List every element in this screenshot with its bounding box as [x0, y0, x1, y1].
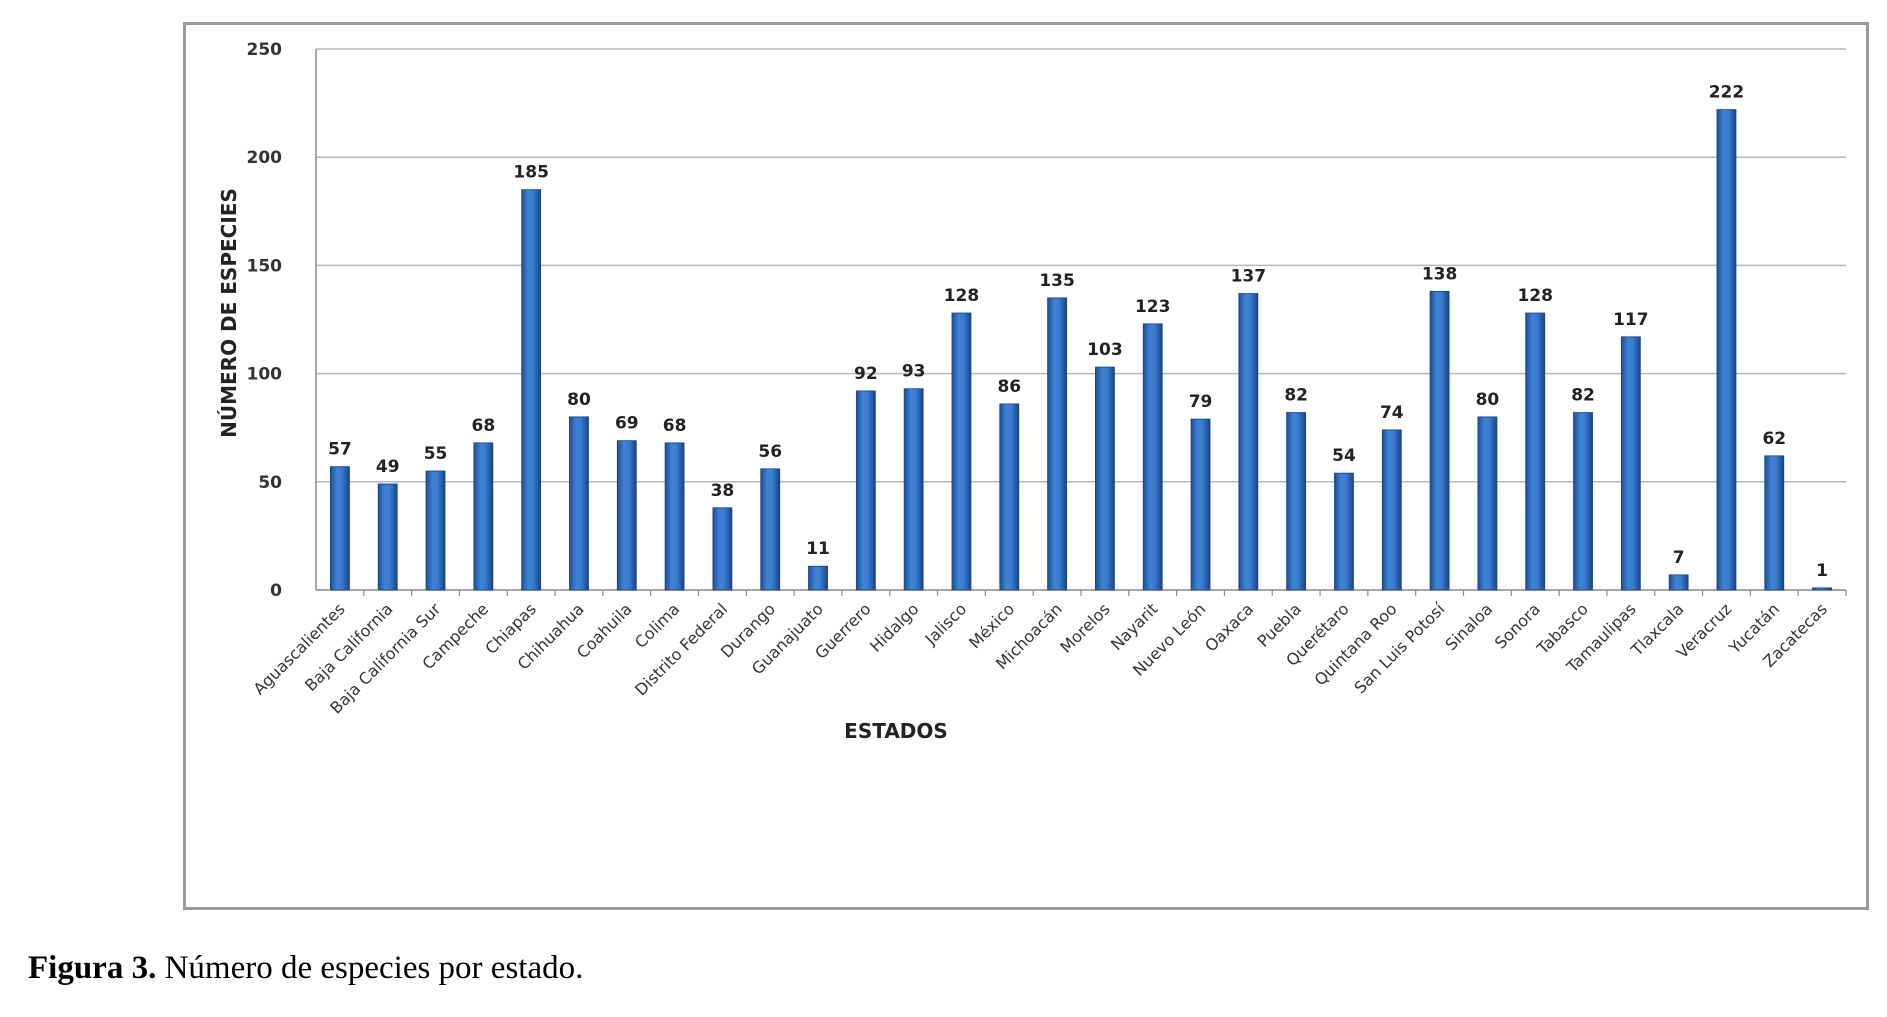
- caption-text: Número de especies por estado.: [156, 950, 584, 986]
- bar: [377, 483, 398, 591]
- bar: [1334, 472, 1354, 591]
- bar: [1716, 109, 1737, 591]
- bar: [903, 388, 924, 591]
- bar: [712, 507, 733, 591]
- bar: [1477, 416, 1498, 591]
- y-tick-label: 0: [270, 581, 282, 601]
- bar: [425, 470, 446, 591]
- data-label: 62: [1762, 429, 1786, 449]
- y-tick-label: 100: [247, 365, 283, 385]
- bar: [951, 312, 972, 591]
- x-tick-label: Oaxaca: [1201, 599, 1257, 655]
- bar: [1668, 574, 1689, 591]
- bar: [1047, 297, 1067, 591]
- bar: [1095, 366, 1115, 591]
- data-label: 57: [328, 440, 352, 460]
- bar: [808, 565, 828, 591]
- bar: [1381, 429, 1402, 591]
- data-label: 185: [513, 163, 549, 183]
- bar: [1286, 412, 1307, 591]
- chart-frame: 0 50 100 150 200 250 57 Aguascalientes 49 Baja Ca…: [183, 22, 1869, 910]
- data-label: 128: [944, 286, 980, 306]
- data-label: 222: [1709, 83, 1745, 103]
- data-label: 117: [1613, 310, 1649, 330]
- x-tick-label: Quintana Roo: [1311, 599, 1401, 689]
- bar: [664, 442, 685, 591]
- y-tick-label: 200: [247, 148, 283, 168]
- y-tick-label: 250: [247, 40, 283, 60]
- data-label: 138: [1422, 264, 1458, 284]
- bar: [1812, 587, 1832, 591]
- bar: [999, 403, 1020, 591]
- data-label: 55: [424, 444, 448, 464]
- bar: [1764, 455, 1785, 591]
- data-label: 128: [1517, 286, 1553, 306]
- data-label: 137: [1231, 267, 1267, 287]
- data-label: 74: [1380, 403, 1404, 423]
- data-label: 68: [663, 416, 687, 436]
- bar: [1620, 336, 1641, 591]
- x-tick-label: Morelos: [1056, 599, 1113, 656]
- y-tick-label: 150: [247, 256, 283, 276]
- data-label: 49: [376, 457, 400, 477]
- bar: [1573, 412, 1593, 591]
- bar: [521, 189, 542, 591]
- y-tick-label: 50: [258, 473, 282, 493]
- data-label: 86: [997, 377, 1021, 397]
- data-label: 82: [1571, 386, 1595, 406]
- data-label: 92: [854, 364, 878, 384]
- data-label: 69: [615, 414, 639, 434]
- data-label: 7: [1673, 548, 1685, 568]
- data-label: 82: [1284, 386, 1308, 406]
- data-label: 1: [1816, 561, 1828, 581]
- x-tick-label: Jalisco: [921, 599, 971, 649]
- bar: [1142, 323, 1163, 591]
- bar: [855, 390, 876, 591]
- x-tick-label: Sinaloa: [1441, 599, 1496, 654]
- bar: [616, 440, 637, 591]
- data-label: 135: [1039, 271, 1075, 291]
- bar: [1429, 290, 1450, 591]
- bar: [569, 416, 589, 591]
- data-label: 93: [902, 362, 926, 382]
- bar: [1525, 312, 1546, 591]
- y-axis-title: NÚMERO DE ESPECIES: [217, 188, 241, 438]
- data-label: 56: [758, 442, 782, 462]
- bar: [760, 468, 781, 591]
- data-label: 79: [1189, 392, 1213, 412]
- data-label: 103: [1087, 340, 1123, 360]
- x-axis-title: ESTADOS: [844, 719, 948, 743]
- x-tick-label: Hidalgo: [866, 599, 922, 655]
- data-label: 11: [806, 539, 830, 559]
- data-label: 123: [1135, 297, 1171, 317]
- caption-label: Figura 3.: [28, 950, 157, 986]
- bar: [1190, 418, 1211, 591]
- bar: [473, 442, 494, 591]
- data-label: 38: [711, 481, 735, 501]
- data-label: 80: [567, 390, 591, 410]
- data-label: 54: [1332, 446, 1356, 466]
- bar: [1238, 293, 1259, 591]
- figure-caption: Figura 3. Número de especies por estado.: [28, 950, 583, 987]
- bar: [330, 466, 350, 591]
- data-label: 80: [1476, 390, 1500, 410]
- data-label: 68: [472, 416, 496, 436]
